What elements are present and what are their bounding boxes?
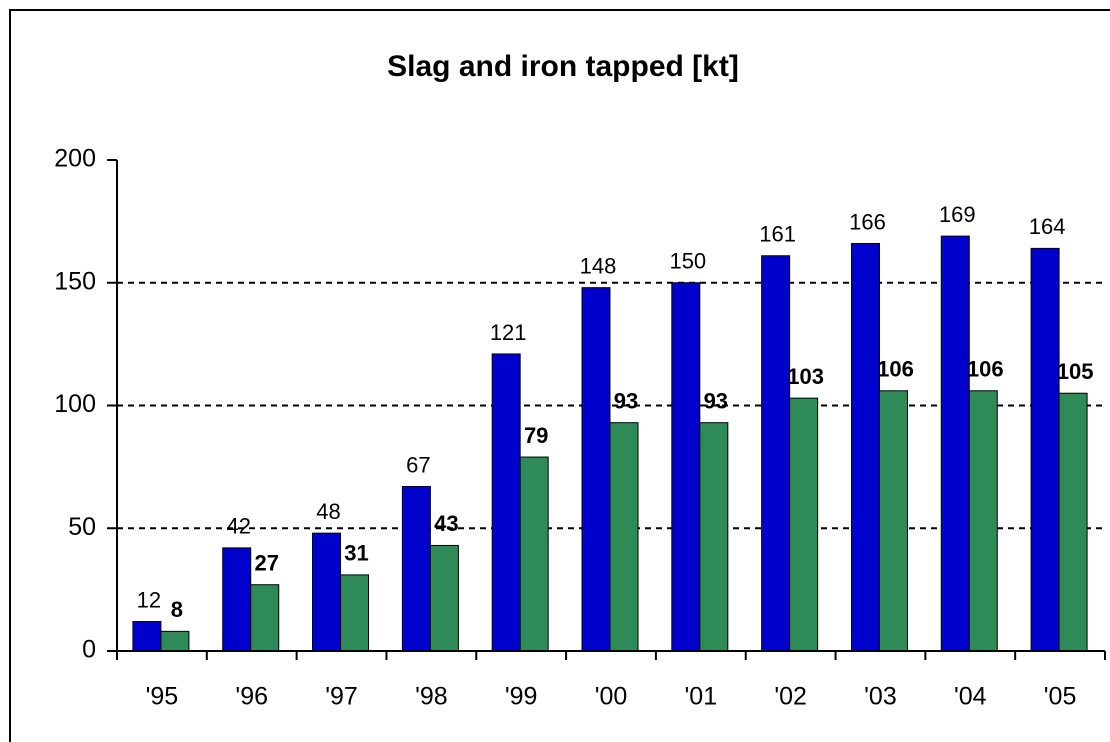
data-label: 166 bbox=[849, 209, 886, 234]
bar bbox=[250, 584, 280, 652]
bar bbox=[609, 422, 639, 652]
data-label: 27 bbox=[254, 551, 278, 576]
x-tick-label: '95 bbox=[146, 683, 179, 711]
data-label: 106 bbox=[967, 357, 1004, 382]
bar bbox=[761, 255, 791, 652]
bar bbox=[1030, 247, 1060, 652]
x-tick-label: '04 bbox=[954, 683, 987, 711]
x-tick-label: '96 bbox=[235, 683, 268, 711]
bar bbox=[401, 486, 431, 652]
data-label: 161 bbox=[759, 222, 796, 247]
x-tick-label: '00 bbox=[595, 683, 628, 711]
bar bbox=[519, 456, 549, 652]
data-label: 93 bbox=[704, 388, 728, 413]
data-label: 43 bbox=[434, 511, 458, 536]
bar bbox=[581, 287, 611, 652]
data-label: 67 bbox=[406, 452, 430, 477]
bar bbox=[878, 390, 908, 652]
data-label: 79 bbox=[524, 423, 548, 448]
data-label: 93 bbox=[614, 388, 638, 413]
x-tick-label: '02 bbox=[774, 683, 807, 711]
bar bbox=[1058, 392, 1088, 652]
bar bbox=[429, 544, 459, 652]
bar bbox=[340, 574, 370, 652]
bar bbox=[699, 422, 729, 652]
bar bbox=[132, 621, 162, 652]
bar bbox=[968, 390, 998, 652]
data-label: 48 bbox=[316, 499, 340, 524]
y-tick-label: 200 bbox=[54, 145, 96, 173]
data-label: 169 bbox=[939, 202, 976, 227]
data-label: 103 bbox=[787, 364, 824, 389]
x-tick-label: '98 bbox=[415, 683, 448, 711]
x-tick-label: '01 bbox=[685, 683, 718, 711]
y-tick-label: 150 bbox=[54, 267, 96, 295]
bar bbox=[222, 547, 252, 652]
y-tick-label: 100 bbox=[54, 390, 96, 418]
bar bbox=[312, 532, 342, 652]
x-tick-label: '99 bbox=[505, 683, 538, 711]
chart-frame bbox=[9, 9, 1110, 742]
bar bbox=[789, 397, 819, 652]
bar bbox=[940, 235, 970, 652]
x-tick-label: '05 bbox=[1044, 683, 1077, 711]
x-tick-label: '03 bbox=[864, 683, 897, 711]
y-tick-label: 0 bbox=[82, 636, 96, 664]
bar bbox=[491, 353, 521, 652]
data-label: 148 bbox=[580, 253, 617, 278]
data-label: 105 bbox=[1057, 359, 1094, 384]
bar bbox=[850, 242, 880, 652]
y-tick-label: 50 bbox=[68, 513, 96, 541]
chart-title: Slag and iron tapped [kt] bbox=[387, 50, 739, 83]
x-tick-label: '97 bbox=[325, 683, 358, 711]
data-label: 150 bbox=[669, 249, 706, 274]
data-label: 31 bbox=[344, 541, 368, 566]
data-label: 121 bbox=[490, 320, 527, 345]
bar bbox=[671, 282, 701, 652]
data-label: 106 bbox=[877, 357, 914, 382]
data-label: 42 bbox=[226, 514, 250, 539]
data-label: 164 bbox=[1029, 214, 1066, 239]
data-label: 8 bbox=[171, 597, 183, 622]
bar bbox=[160, 630, 190, 652]
data-label: 12 bbox=[137, 587, 161, 612]
